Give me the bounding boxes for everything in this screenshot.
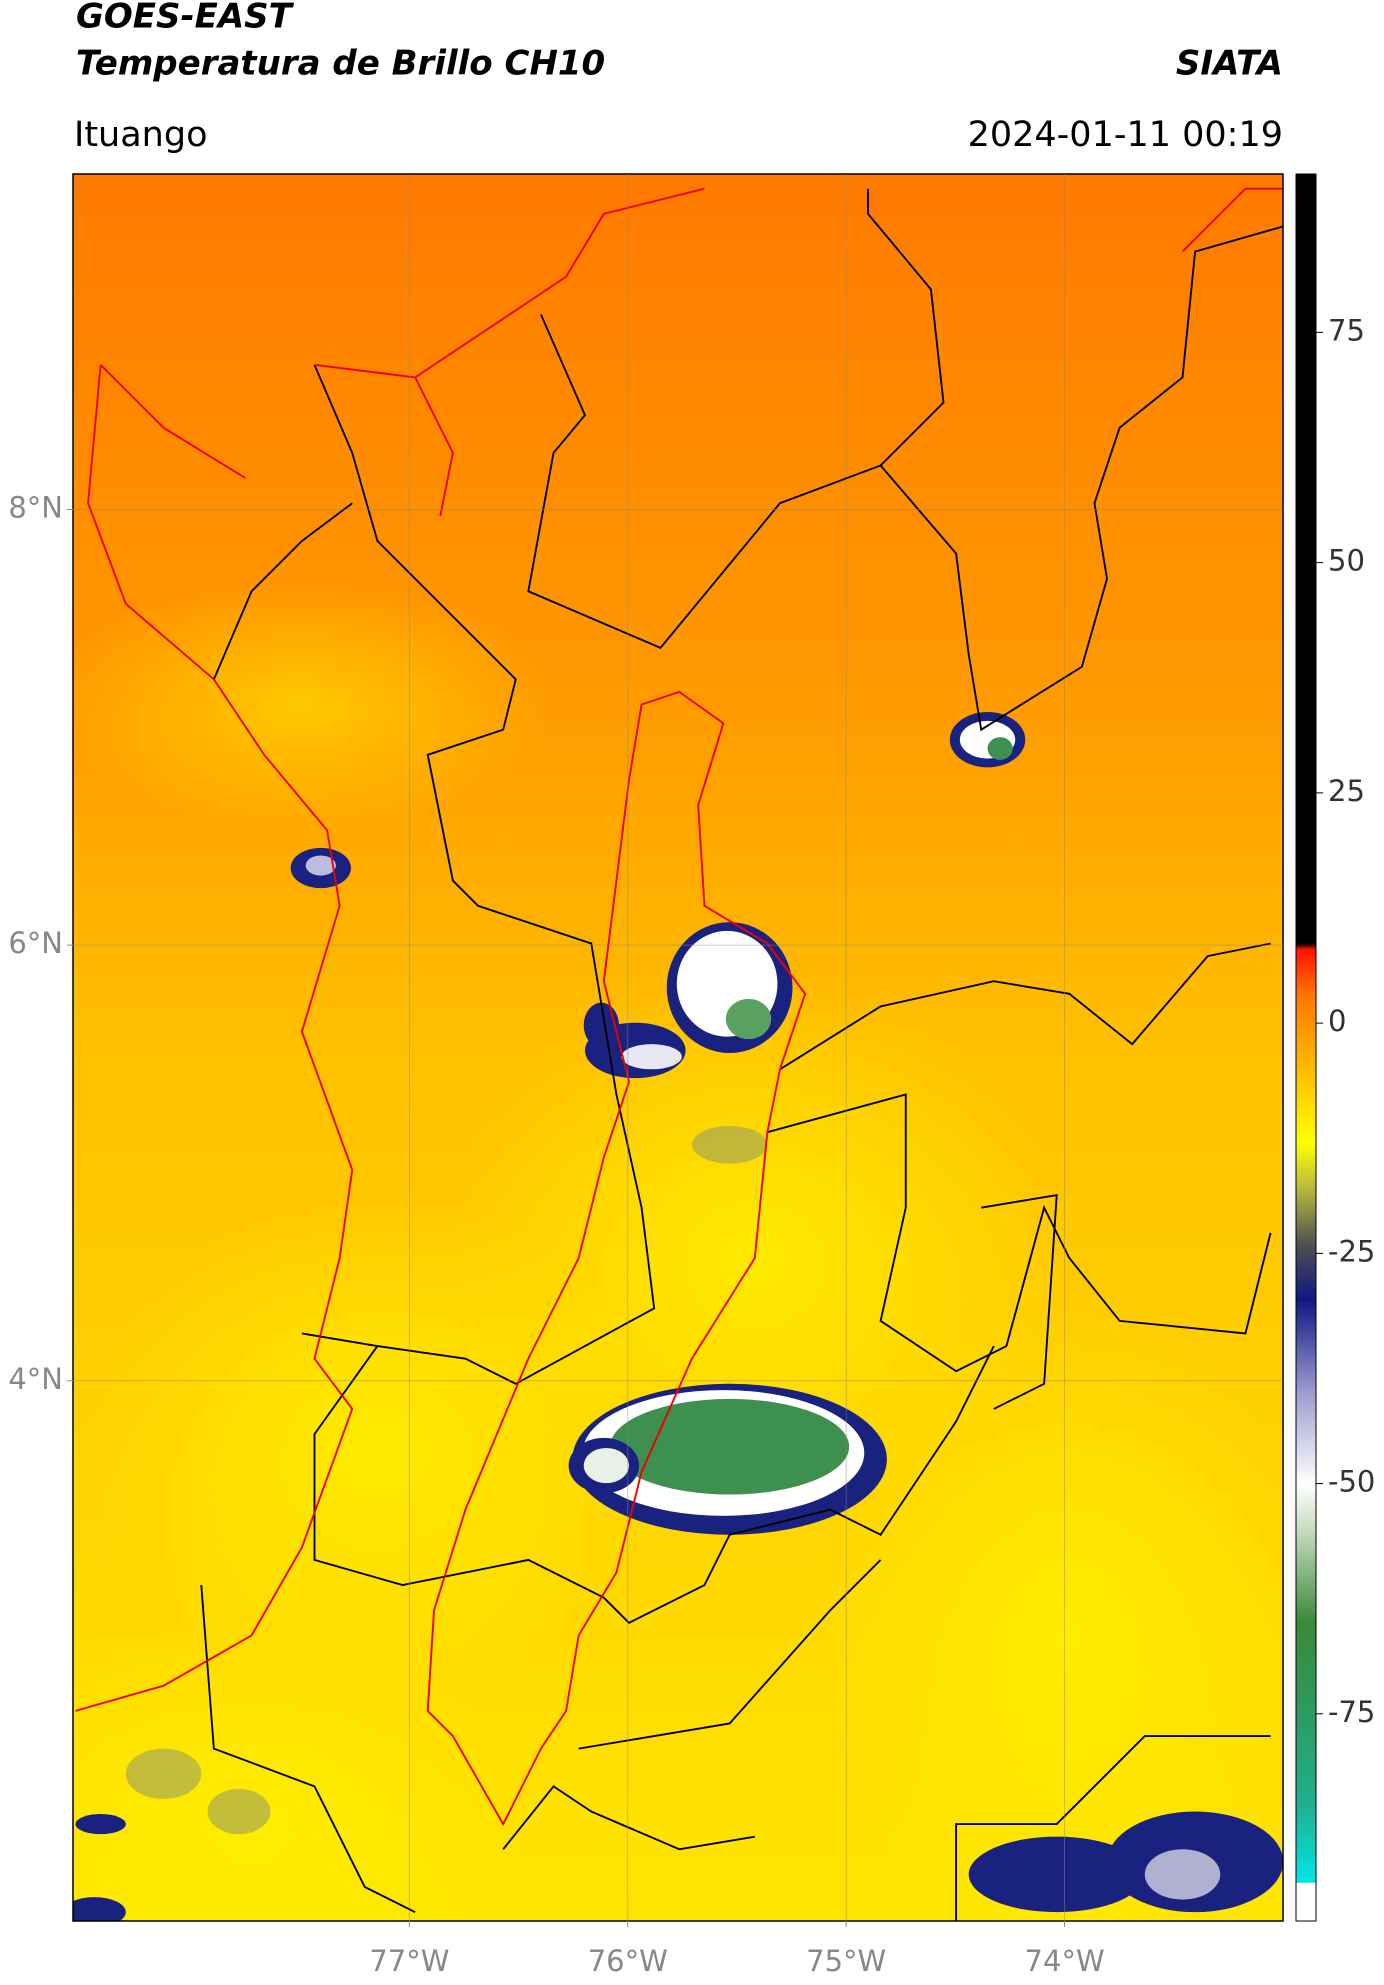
x-tick-label: 74°W (1025, 1944, 1105, 1978)
colorbar-tick-label: -75 (1328, 1695, 1375, 1729)
colorbar-tick-label: 25 (1328, 774, 1365, 808)
subtitle: Temperatura de Brillo CH10 (76, 44, 605, 84)
colorbar-tick-label: 0 (1328, 1004, 1346, 1038)
y-tick-label: 8°N (8, 490, 63, 524)
source: SIATA (1176, 44, 1283, 84)
timestamp: 2024-01-11 00:19 (968, 115, 1283, 155)
title: GOES-EAST (76, 0, 295, 37)
colorbar-tick-label: 50 (1328, 544, 1365, 578)
colorbar (1295, 173, 1317, 1922)
y-tick-label: 6°N (8, 926, 63, 960)
colorbar-tick-label: 75 (1328, 313, 1365, 347)
imagery (73, 187, 1283, 1921)
colorbar-tick-label: -50 (1328, 1465, 1375, 1499)
y-tick-label: 4°N (8, 1362, 63, 1396)
map (73, 174, 1283, 1921)
x-tick-label: 77°W (369, 1944, 449, 1978)
map-frame (72, 173, 1284, 1922)
x-tick-label: 75°W (806, 1944, 886, 1978)
location: Ituango (74, 115, 208, 155)
x-tick-label: 76°W (588, 1944, 668, 1978)
colorbar-tick-label: -25 (1328, 1234, 1375, 1268)
